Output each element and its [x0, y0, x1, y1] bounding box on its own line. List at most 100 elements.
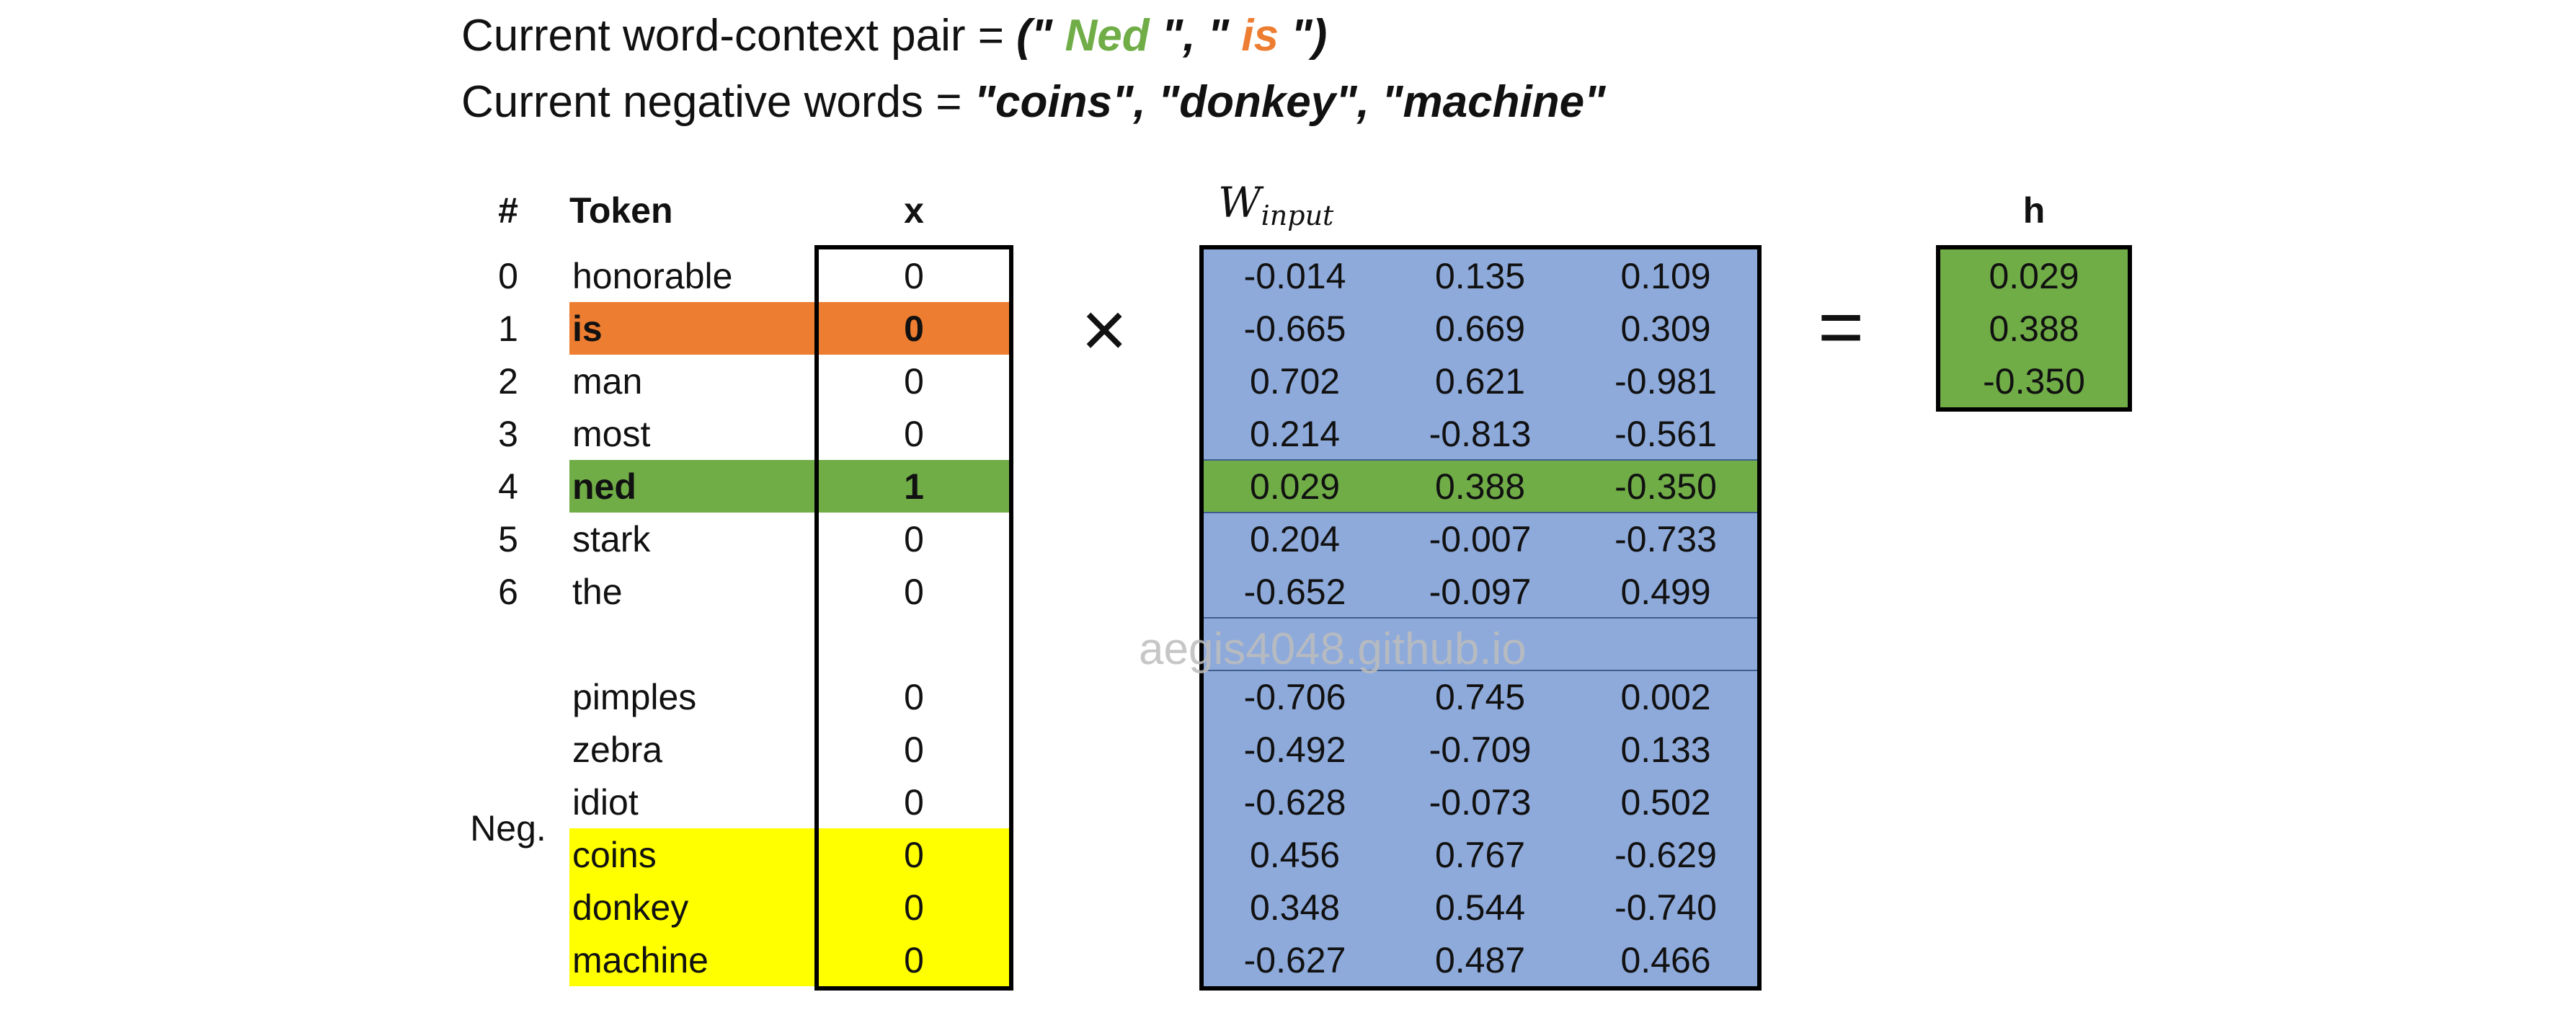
w-input-value: 0.499 — [1620, 571, 1711, 612]
w-input-value: -0.007 — [1429, 518, 1532, 559]
token-label: ned — [572, 466, 636, 507]
w-input-value: 0.204 — [1249, 518, 1341, 559]
w-input-value: -0.652 — [1243, 571, 1346, 612]
x-value: 0 — [904, 939, 924, 980]
w-input-value: -0.492 — [1243, 729, 1346, 770]
w-row-separator — [1202, 459, 1759, 461]
x-value: 1 — [904, 466, 924, 507]
w-input-value: -0.628 — [1243, 781, 1346, 823]
w-input-value: -0.097 — [1429, 571, 1532, 612]
w-input-value: 0.133 — [1620, 729, 1711, 770]
w-input-value: 0.002 — [1620, 676, 1711, 717]
token-header: Token — [569, 190, 673, 231]
h-value: 0.029 — [1989, 255, 2079, 296]
index-header: # — [498, 190, 518, 231]
row-highlight-negative — [569, 934, 1013, 986]
w-target-row-fill — [1202, 460, 1759, 513]
w-input-value: -0.665 — [1243, 308, 1346, 349]
row-index — [476, 881, 541, 934]
token-label: man — [572, 360, 643, 402]
neg-prefix: Current negative words = — [461, 77, 974, 127]
negative-group-label: Neg. — [470, 807, 546, 849]
row-index — [476, 618, 541, 670]
row-index: 3 — [498, 413, 518, 454]
w-input-value: -0.629 — [1615, 834, 1717, 875]
row-highlight-negative — [569, 828, 1013, 881]
row-highlight-negative — [569, 881, 1013, 934]
token-label: donkey — [572, 887, 689, 928]
pair-word: Ned — [1065, 11, 1150, 61]
h-value: 0.388 — [1989, 308, 2079, 349]
x-value: 0 — [904, 571, 924, 612]
h-vector-border — [1936, 245, 2132, 412]
token-label: most — [572, 413, 651, 454]
pair-open: (" — [1016, 11, 1065, 61]
row-index: 0 — [498, 255, 518, 296]
w-input-value: -0.014 — [1243, 255, 1346, 296]
x-value: 0 — [904, 308, 924, 349]
w-input-value: 0.109 — [1620, 255, 1711, 296]
x-value: 0 — [904, 887, 924, 928]
token-label: is — [572, 308, 603, 349]
x-value: 0 — [904, 413, 924, 454]
w-input-value: 0.456 — [1249, 834, 1341, 875]
w-input-value: -0.733 — [1615, 518, 1717, 559]
token-label — [572, 618, 814, 670]
neg-words: "coins", "donkey", "machine" — [974, 77, 1606, 127]
w-input-value: 0.029 — [1249, 466, 1341, 507]
w-input-subscript: input — [1261, 200, 1334, 231]
w-input-value: -0.561 — [1615, 413, 1717, 454]
row-index: 4 — [498, 466, 518, 507]
w-input-value: -0.709 — [1429, 729, 1532, 770]
w-input-value: -0.350 — [1615, 466, 1717, 507]
w-input-symbol: W — [1218, 178, 1261, 227]
pair-context: is — [1241, 11, 1279, 61]
w-input-value: -0.073 — [1429, 781, 1532, 823]
h-header: h — [2022, 190, 2046, 231]
x-vector-border — [814, 245, 1013, 991]
w-row-separator — [1202, 617, 1759, 619]
w-input-value: -0.740 — [1615, 887, 1717, 928]
negatives-line: Current negative words = "coins", "donke… — [461, 76, 1605, 128]
token-label: pimples — [572, 676, 697, 717]
pair-prefix: Current word-context pair = — [461, 11, 1017, 61]
row-index: 1 — [498, 308, 518, 349]
token-label: the — [572, 571, 623, 612]
token-label: coins — [572, 834, 657, 875]
row-index: 5 — [498, 518, 518, 559]
token-label: zebra — [572, 729, 663, 770]
x-value: 0 — [904, 518, 924, 559]
row-highlight-context — [569, 302, 1013, 355]
pair-close: ") — [1279, 11, 1328, 61]
row-index — [476, 934, 541, 986]
w-input-value: 0.214 — [1249, 413, 1341, 454]
row-index — [476, 670, 541, 723]
x-value: 0 — [904, 676, 924, 717]
x-value: 0 — [904, 255, 924, 296]
x-value: 0 — [904, 360, 924, 402]
pair-mid: ", " — [1149, 11, 1242, 61]
h-fill — [1939, 249, 2129, 407]
w-input-value: 0.348 — [1249, 887, 1341, 928]
token-label: stark — [572, 518, 651, 559]
w-input-value: -0.981 — [1615, 360, 1717, 402]
w-input-value: 0.702 — [1249, 360, 1341, 402]
times-operator: × — [1081, 285, 1128, 374]
w-input-value: 0.621 — [1434, 360, 1526, 402]
w-input-value: 0.544 — [1434, 887, 1526, 928]
h-value: -0.350 — [1983, 360, 2085, 402]
w-input-value: -0.813 — [1429, 413, 1532, 454]
w-row-separator — [1202, 512, 1759, 513]
w-input-value: 0.466 — [1620, 939, 1711, 980]
w-input-value: -0.706 — [1243, 676, 1346, 717]
w-input-value: -0.627 — [1243, 939, 1346, 980]
token-label: idiot — [572, 781, 639, 823]
w-input-value: 0.487 — [1434, 939, 1526, 980]
w-input-value: 0.309 — [1620, 308, 1711, 349]
x-value: 0 — [904, 834, 924, 875]
w-row-separator — [1202, 670, 1759, 671]
w-input-value: 0.135 — [1434, 255, 1526, 296]
equals-operator: = — [1818, 283, 1865, 371]
